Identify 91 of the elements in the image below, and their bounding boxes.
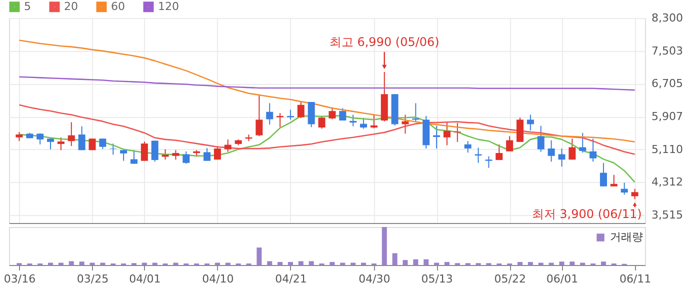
y-tick-label: 4,312 xyxy=(652,176,683,189)
candlestick xyxy=(464,140,472,154)
bar xyxy=(413,259,418,265)
bar xyxy=(298,261,304,265)
candlestick xyxy=(568,138,576,160)
candlestick xyxy=(204,148,211,162)
legend-label: 거래량 xyxy=(610,230,643,244)
legend-label: 60 xyxy=(111,0,125,13)
candlestick xyxy=(360,118,368,130)
candlestick xyxy=(151,140,158,162)
candlestick xyxy=(537,125,544,152)
candlestick xyxy=(496,144,503,161)
x-tick-label: 06/11 xyxy=(619,272,652,286)
candlestick xyxy=(370,114,378,129)
candlestick xyxy=(350,114,357,127)
candlestick xyxy=(433,125,440,149)
candlestick xyxy=(78,126,86,151)
candlestick xyxy=(266,102,274,126)
candlestick xyxy=(339,108,346,121)
bar xyxy=(278,262,283,265)
bar xyxy=(528,262,533,265)
candlestick xyxy=(297,100,304,119)
annotation: 최저 3,900 (06/11) xyxy=(532,207,642,222)
x-tick-label: 04/30 xyxy=(358,272,390,286)
candlestick xyxy=(99,138,106,150)
bar xyxy=(392,253,398,265)
x-tick-label: 04/10 xyxy=(202,272,234,286)
bar xyxy=(382,227,387,265)
x-tick-label: 04/01 xyxy=(129,272,161,286)
candlestick xyxy=(579,132,586,154)
bar xyxy=(444,262,450,265)
candlestick xyxy=(600,162,607,187)
line-series xyxy=(18,76,636,91)
candlestick xyxy=(308,101,315,128)
legend-label: 120 xyxy=(158,0,179,13)
candlestick xyxy=(558,148,566,168)
bar xyxy=(267,261,272,265)
candlestick xyxy=(631,188,638,200)
bar xyxy=(559,262,564,265)
candlestick xyxy=(130,150,138,164)
candlestick xyxy=(485,156,492,168)
candlestick xyxy=(590,138,597,162)
candlestick xyxy=(318,115,326,130)
candlestick xyxy=(526,114,534,131)
bar xyxy=(570,262,575,265)
legend-label: 20 xyxy=(64,0,78,13)
candlestick xyxy=(256,94,263,137)
x-tick-label: 03/25 xyxy=(76,272,109,286)
candlestick xyxy=(57,136,64,151)
bar xyxy=(330,262,335,265)
x-tick-label: 05/13 xyxy=(421,272,453,286)
bar xyxy=(68,261,74,265)
candlestick xyxy=(516,117,524,142)
candlestick xyxy=(16,132,23,142)
candlestick xyxy=(548,140,555,162)
x-tick-label: 03/16 xyxy=(4,272,36,286)
legend-label: 5 xyxy=(24,0,31,13)
x-tick-label: 05/22 xyxy=(494,272,526,286)
y-tick-label: 5,907 xyxy=(652,110,683,124)
candlestick xyxy=(68,122,75,147)
candlestick xyxy=(172,150,180,160)
line-series xyxy=(18,104,636,155)
candlestick xyxy=(110,143,117,156)
candlestick xyxy=(120,150,128,162)
candlestick xyxy=(443,122,450,146)
candlestick xyxy=(328,106,336,120)
y-tick-label: 7,503 xyxy=(652,44,683,58)
candlestick xyxy=(506,136,514,152)
bar xyxy=(288,262,293,265)
bar xyxy=(402,260,408,265)
bar xyxy=(256,248,262,265)
candlestick xyxy=(454,122,461,142)
x-tick-label: 06/01 xyxy=(546,272,578,286)
y-tick-label: 8,300 xyxy=(652,12,683,24)
y-tick-label: 6,705 xyxy=(652,77,683,90)
candlestick xyxy=(610,174,618,187)
y-tick-label: 5,110 xyxy=(652,142,683,156)
bar xyxy=(424,259,429,265)
x-tick-label: 04/21 xyxy=(275,272,307,286)
candlestick xyxy=(162,148,169,160)
candlestick xyxy=(224,138,232,152)
bar xyxy=(518,262,523,265)
bar xyxy=(79,262,84,265)
bar xyxy=(308,261,314,265)
bar xyxy=(600,262,606,265)
candlestick xyxy=(182,150,190,164)
y-tick-label: 3,515 xyxy=(652,208,683,222)
candlestick xyxy=(214,146,221,160)
candlestick xyxy=(140,140,148,162)
annotation: 최고 6,990 (05/06) xyxy=(329,34,440,49)
candlestick xyxy=(620,182,628,196)
